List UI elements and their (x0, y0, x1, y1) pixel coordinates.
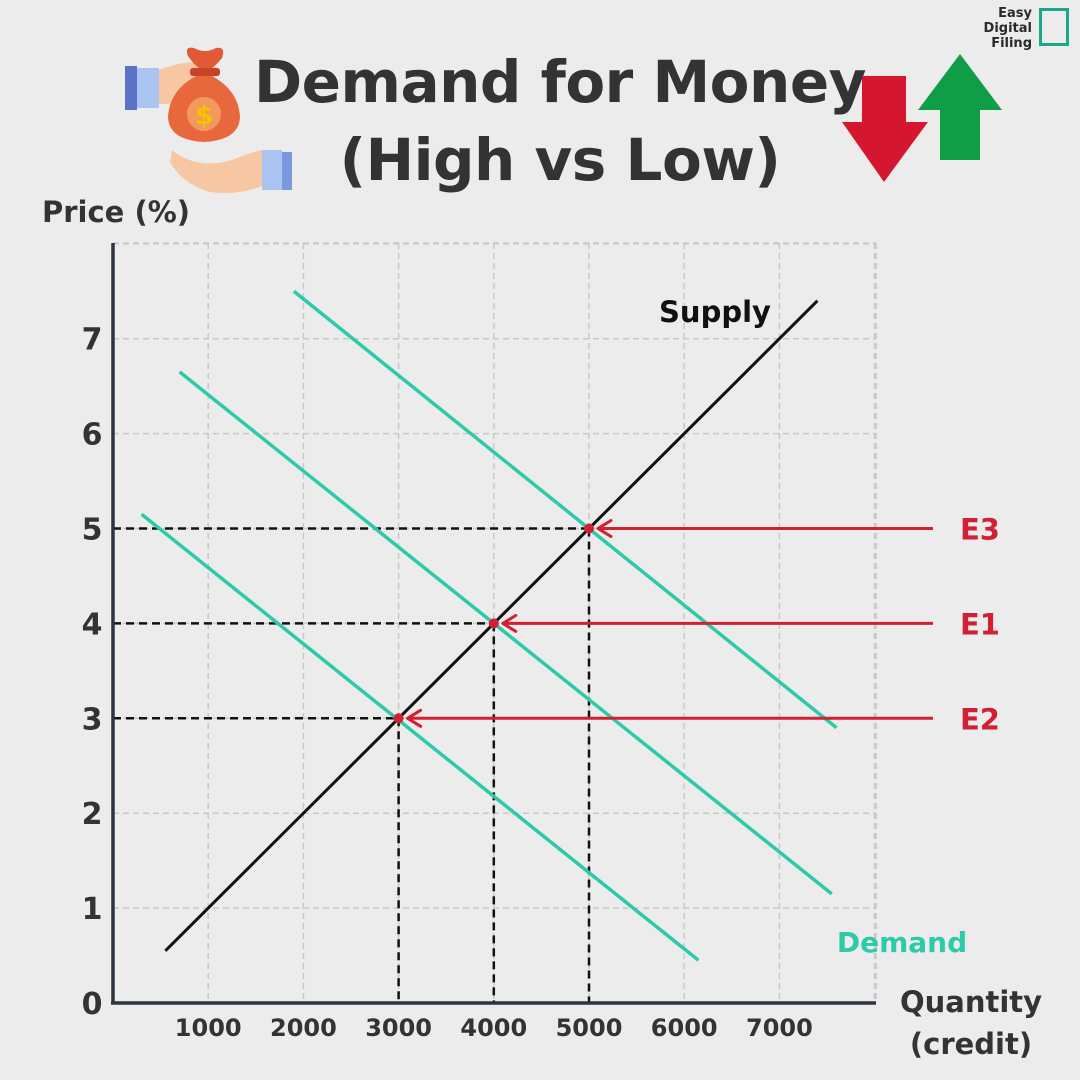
y-tick-label: 3 (82, 702, 103, 737)
demand-line-1 (140, 512, 700, 962)
x-axis-label-line-1: Quantity (900, 985, 1042, 1019)
y-tick-label: 4 (82, 607, 103, 642)
equilibrium-point-e1 (488, 618, 499, 629)
y-tick-label: 0 (82, 987, 103, 1022)
arrow-head-e3 (596, 519, 613, 538)
equilibrium-label-e3: E3 (960, 513, 1000, 547)
x-axis-label-line-2: (credit) (910, 1027, 1032, 1061)
equilibrium-point-e2 (393, 713, 404, 724)
x-tick-label: 1000 (175, 1014, 242, 1042)
y-axis-label: Price (%) (42, 195, 190, 229)
brand-mark-icon (1039, 8, 1069, 46)
down-arrow-icon (842, 76, 928, 182)
x-tick-label: 5000 (556, 1014, 623, 1042)
page-title-line-2: (High vs Low) (339, 126, 781, 194)
y-tick-label: 6 (82, 418, 103, 453)
equilibrium-point-e3 (584, 523, 594, 534)
brand-line-3: Filing (991, 36, 1032, 51)
equilibrium-label-e1: E1 (960, 607, 1000, 641)
arrow-head-e1 (501, 613, 518, 633)
svg-text:$: $ (195, 101, 213, 131)
brand-line-1: Easy (998, 6, 1032, 21)
demand-line-2 (178, 370, 833, 896)
axes (111, 243, 876, 1005)
y-tick-label: 7 (82, 323, 103, 358)
x-tick-label: 3000 (365, 1014, 432, 1042)
y-tick-label: 5 (82, 513, 103, 548)
arrow-head-e2 (406, 708, 423, 728)
tick-labels: 1000 2000 3000 4000 5000 6000 7000 0 1 2 3 4 5 6 7 (82, 323, 813, 1042)
money-bag-icon: $ (125, 47, 292, 194)
supply-label: Supply (659, 295, 771, 329)
x-tick-label: 6000 (651, 1014, 718, 1042)
demand-line-3 (292, 289, 838, 730)
x-tick-label: 7000 (746, 1014, 813, 1042)
series-lines: Supply Demand (140, 289, 967, 962)
x-tick-label: 2000 (270, 1014, 337, 1042)
equilibrium-points: E3 E1 E2 (393, 513, 1000, 736)
y-tick-label: 2 (82, 797, 103, 832)
y-tick-label: 1 (82, 892, 103, 927)
brand-logo: Easy Digital Filing (984, 6, 1032, 51)
equilibrium-guides (113, 527, 591, 1003)
up-arrow-icon (918, 54, 1002, 160)
x-tick-label: 4000 (460, 1014, 527, 1042)
brand-line-2: Digital (983, 21, 1032, 36)
demand-label: Demand (837, 926, 967, 959)
equilibrium-label-e2: E2 (960, 702, 1000, 736)
page-title-line-1: Demand for Money (254, 48, 866, 116)
receiving-hand-icon (170, 150, 292, 194)
